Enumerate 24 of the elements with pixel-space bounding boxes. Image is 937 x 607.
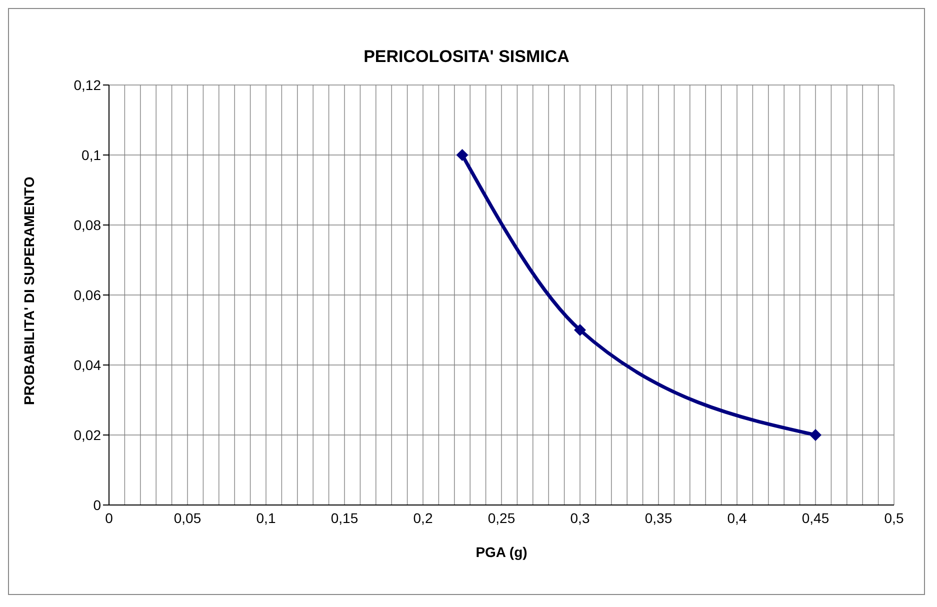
x-tick-label: 0,1: [256, 510, 276, 526]
x-tick-label: 0: [105, 510, 114, 526]
y-tick-label: 0,06: [74, 286, 102, 303]
point: [810, 429, 822, 441]
x-tick-label: 0,35: [644, 510, 672, 526]
x-tick-label: 0,15: [330, 510, 358, 526]
x-tick-label: 0,45: [802, 510, 830, 526]
x-tick-label: 0,4: [727, 510, 747, 526]
x-tick-label: 0,2: [413, 510, 433, 526]
chart-title: PERICOLOSITA' SISMICA: [362, 47, 570, 68]
point: [456, 149, 468, 161]
y-tick-label: 0,04: [74, 356, 102, 373]
x-axis-title: PGA (g): [476, 544, 528, 560]
x-tick-label: 0,25: [488, 510, 516, 526]
y-tick-label: 0,12: [74, 76, 102, 93]
y-tick-label: 0: [93, 496, 102, 513]
point: [574, 324, 586, 336]
y-axis-title: PROBABILITA' DI SUPERAMENTO: [20, 176, 37, 405]
y-tick-label: 0,1: [82, 146, 102, 163]
x-tick-label: 0,05: [174, 510, 202, 526]
y-tick-label: 0,08: [74, 216, 102, 233]
y-tick-label: 0,02: [74, 426, 102, 443]
x-tick-label: 0,3: [570, 510, 590, 526]
x-tick-label: 0,5: [884, 510, 904, 526]
